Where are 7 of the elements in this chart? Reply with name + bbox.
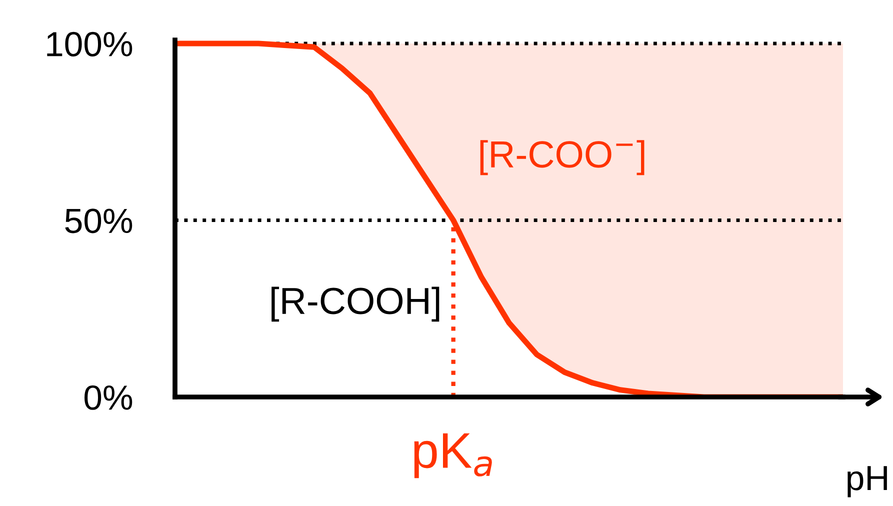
y-tick-label: 50% bbox=[65, 208, 132, 234]
annotation: [R-COO$^{−}$] bbox=[480, 140, 644, 176]
y-tick-label: 0% bbox=[84, 385, 132, 410]
x-tick-label: pK$_{a}$ bbox=[414, 433, 492, 478]
annotation: [R-COOH] bbox=[272, 286, 440, 322]
x-axis-title: pH bbox=[848, 466, 887, 498]
y-tick-label: 100% bbox=[47, 32, 132, 56]
